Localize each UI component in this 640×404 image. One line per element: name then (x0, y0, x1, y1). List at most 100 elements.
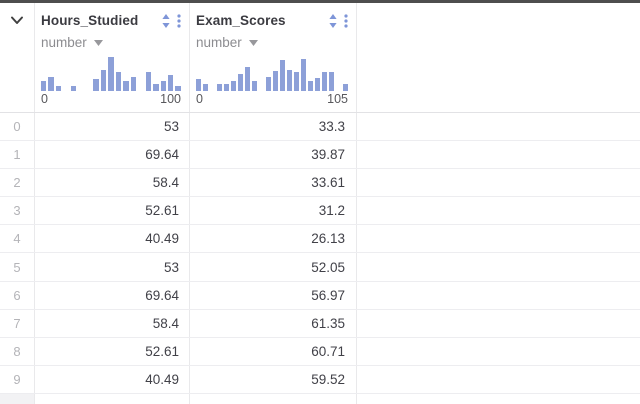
cell (35, 393, 190, 404)
hist-bar (231, 81, 236, 91)
hist-bar (70, 85, 77, 91)
dtype-label: number (196, 34, 242, 50)
cell[interactable]: 59.52 (190, 365, 357, 393)
cell[interactable]: 52.05 (190, 253, 357, 281)
cell[interactable]: 26.13 (190, 225, 357, 253)
cell[interactable]: 58.4 (35, 309, 190, 337)
row-index[interactable]: 2 (0, 169, 35, 197)
table-row: 2 58.4 33.61 (0, 169, 640, 198)
hist-bar (160, 80, 166, 91)
grid-top-border (0, 0, 640, 3)
dtype-dropdown[interactable]: number (41, 31, 181, 53)
histogram-hours-studied (41, 57, 181, 91)
row-index[interactable]: 0 (0, 113, 35, 141)
column-header-hours-studied[interactable]: Hours_Studied nu (35, 3, 190, 112)
hist-bar (287, 69, 292, 91)
sort-button[interactable] (329, 13, 337, 28)
hist-bar (224, 84, 229, 91)
kebab-menu-icon (344, 13, 348, 28)
table-row-partial (0, 393, 640, 404)
hist-bar (93, 79, 99, 91)
cell[interactable]: 33.61 (190, 169, 357, 197)
hist-bar (329, 71, 334, 91)
table-row: 8 52.61 60.71 (0, 337, 640, 366)
sort-arrows-icon (329, 13, 337, 28)
column-menu-button[interactable] (344, 13, 348, 28)
cell[interactable]: 53 (35, 253, 190, 281)
hist-bar (145, 72, 152, 91)
caret-down-icon (93, 40, 103, 46)
table-row: 3 52.61 31.2 (0, 197, 640, 226)
cell[interactable]: 69.64 (35, 141, 190, 169)
cell[interactable]: 53 (35, 113, 190, 141)
cell[interactable]: 69.64 (35, 281, 190, 309)
cell[interactable]: 33.3 (190, 113, 357, 141)
hist-bar (100, 69, 107, 91)
cell[interactable]: 58.4 (35, 169, 190, 197)
cell[interactable]: 60.71 (190, 337, 357, 365)
row-index[interactable]: 9 (0, 365, 35, 393)
row-index[interactable]: 1 (0, 141, 35, 169)
histogram-exam-scores (196, 57, 348, 91)
hist-bar (322, 71, 327, 91)
row-index[interactable]: 3 (0, 197, 35, 225)
hist-bar (266, 77, 271, 91)
hist-bar (48, 77, 54, 91)
hist-bar (301, 58, 306, 91)
cell[interactable]: 52.61 (35, 197, 190, 225)
hist-bar (175, 85, 181, 91)
hist-bar (315, 78, 320, 91)
table-row: 5 53 52.05 (0, 253, 640, 282)
table-row: 0 53 33.3 (0, 113, 640, 142)
table-row: 7 58.4 61.35 (0, 309, 640, 338)
kebab-menu-icon (177, 13, 181, 28)
hist-bar (196, 79, 201, 91)
cell[interactable]: 39.87 (190, 141, 357, 169)
table-row: 9 40.49 59.52 (0, 365, 640, 394)
cell (190, 393, 357, 404)
row-index[interactable]: 7 (0, 309, 35, 337)
hist-bar (115, 72, 122, 91)
hist-min-label: 0 (41, 92, 48, 106)
table-row: 4 40.49 26.13 (0, 225, 640, 254)
chevron-down-icon (10, 16, 24, 25)
dtype-label: number (41, 34, 87, 50)
hist-bar (217, 84, 222, 91)
row-index[interactable]: 4 (0, 225, 35, 253)
dtype-dropdown[interactable]: number (196, 31, 348, 53)
cell[interactable]: 56.97 (190, 281, 357, 309)
hist-bar (273, 70, 278, 91)
column-title: Exam_Scores (196, 13, 286, 28)
hist-bar (123, 80, 129, 91)
column-title: Hours_Studied (41, 13, 139, 28)
cell[interactable]: 61.35 (190, 309, 357, 337)
hist-bar (294, 72, 299, 91)
hist-max-label: 100 (160, 92, 181, 106)
cell[interactable]: 40.49 (35, 225, 190, 253)
sort-arrows-icon (162, 13, 170, 28)
hist-bar (55, 85, 62, 91)
hist-bar (308, 81, 313, 91)
row-index[interactable]: 6 (0, 281, 35, 309)
hist-bar (252, 81, 257, 91)
corner-collapse-button[interactable] (0, 3, 35, 112)
hist-bar (130, 77, 137, 91)
row-index[interactable]: 8 (0, 337, 35, 365)
cell[interactable]: 40.49 (35, 365, 190, 393)
table-row: 1 69.64 39.87 (0, 141, 640, 170)
sort-button[interactable] (162, 13, 170, 28)
column-header-exam-scores[interactable]: Exam_Scores numb (190, 3, 357, 112)
column-menu-button[interactable] (177, 13, 181, 28)
grid-header: Hours_Studied nu (0, 3, 640, 113)
hist-bar (343, 84, 348, 91)
hist-bar (108, 57, 114, 91)
grid-body: 0 53 33.3 1 69.64 39.87 2 58.4 33.61 3 5… (0, 113, 640, 404)
row-index[interactable]: 5 (0, 253, 35, 281)
hist-max-label: 105 (327, 92, 348, 106)
cell[interactable]: 31.2 (190, 197, 357, 225)
row-index (0, 393, 35, 404)
hist-bar (167, 75, 174, 91)
table-row: 6 69.64 56.97 (0, 281, 640, 310)
cell[interactable]: 52.61 (35, 337, 190, 365)
